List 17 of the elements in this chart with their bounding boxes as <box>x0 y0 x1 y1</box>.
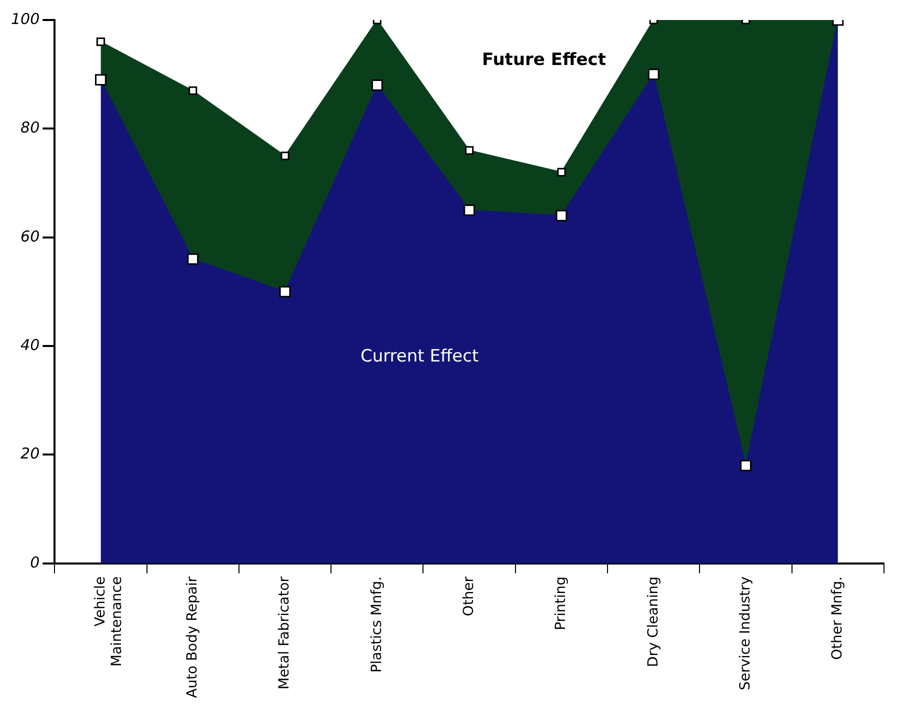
x-tick-label: Dry Cleaning <box>645 576 662 668</box>
y-tick-label: 40 <box>20 336 40 354</box>
y-tick-label: 0 <box>30 553 40 572</box>
y-tick-label: 60 <box>20 227 40 246</box>
x-tick-label: Metal Fabricator <box>276 576 293 690</box>
y-tick-label: 80 <box>20 118 40 137</box>
x-tick-label: Plastics Mnfg. <box>368 576 385 673</box>
series-label: Future Effect <box>482 50 606 70</box>
series-label: Current Effect <box>360 346 479 366</box>
x-tick-label: Other <box>460 576 477 616</box>
x-tick-label: Vehicle Maintenance <box>92 576 126 667</box>
y-tick-label: 20 <box>20 444 40 463</box>
x-tick-label: Auto Body Repair <box>184 576 200 698</box>
y-tick-label: 100 <box>10 10 40 28</box>
x-tick-label: Other Mnfg. <box>830 576 846 660</box>
x-tick-label: Service Industry <box>737 576 754 690</box>
x-tick-label: Printing <box>553 576 570 630</box>
